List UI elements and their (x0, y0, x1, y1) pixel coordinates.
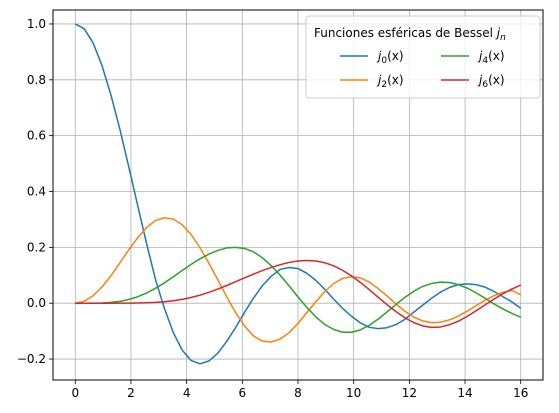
legend-box (305, 15, 541, 99)
series-line-j6 (75, 259, 522, 329)
x-tick-label: 2 (127, 386, 135, 400)
y-tick-label: 0.2 (27, 240, 46, 254)
series-line-j2 (75, 217, 522, 343)
legend-label-j4: j4(x) (477, 49, 505, 66)
x-tick-label: 8 (294, 386, 302, 400)
x-tick-label: 10 (346, 386, 361, 400)
legend: Funciones esféricas de Bessel jn j0(x) j… (305, 15, 541, 99)
legend-label-j2: j2(x) (376, 73, 404, 90)
y-tick-label: 0.0 (27, 296, 46, 310)
x-tick-label: 0 (71, 386, 79, 400)
y-tick-label: 1.0 (27, 17, 46, 31)
x-tick-label: 4 (183, 386, 191, 400)
legend-title-symbol: j (495, 26, 501, 40)
x-tick-label: 14 (457, 386, 472, 400)
legend-title-text: Funciones esféricas de Bessel (314, 26, 497, 40)
tick-layer: 0 2 4 6 8 10 12 14 16 −0.2 0.0 0.2 0.4 0.6 0.8 1.0 (17, 17, 529, 400)
x-tick-label: 16 (513, 386, 528, 400)
y-tick-label: 0.8 (27, 73, 46, 87)
x-tick-label: 12 (402, 386, 417, 400)
legend-label-j0: j0(x) (376, 49, 404, 66)
series-layer (74, 23, 522, 365)
y-tick-label: −0.2 (17, 352, 46, 366)
legend-title: Funciones esféricas de Bessel jn (314, 26, 506, 43)
series-line-j4 (75, 246, 522, 333)
series-line-j0 (74, 23, 522, 365)
y-tick-label: 0.4 (27, 185, 46, 199)
y-tick-label: 0.6 (27, 129, 46, 143)
x-tick-label: 6 (238, 386, 246, 400)
legend-label-j6: j6(x) (477, 73, 505, 90)
legend-title-subscript: n (500, 33, 506, 43)
